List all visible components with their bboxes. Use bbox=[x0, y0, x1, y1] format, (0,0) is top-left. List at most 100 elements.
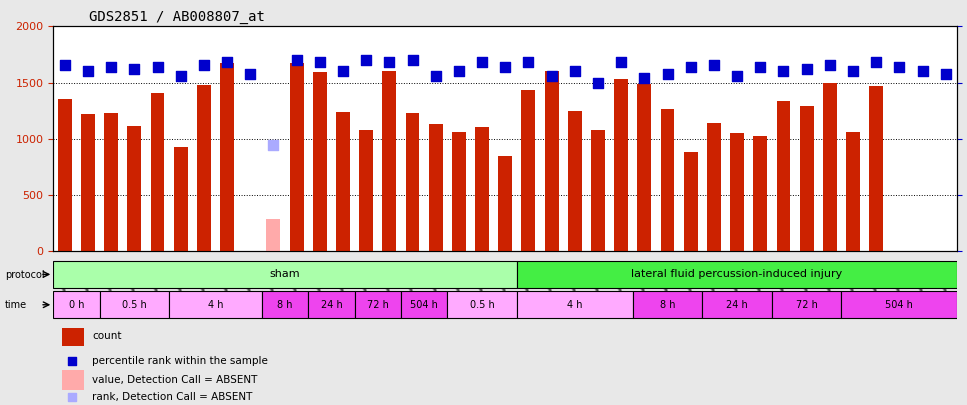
Bar bbox=[846, 132, 860, 251]
Text: 72 h: 72 h bbox=[796, 300, 817, 310]
Bar bbox=[521, 90, 536, 251]
Point bbox=[822, 61, 837, 68]
Bar bbox=[614, 79, 629, 251]
Text: 0.5 h: 0.5 h bbox=[122, 300, 147, 310]
Bar bbox=[267, 219, 280, 251]
Bar bbox=[313, 72, 327, 251]
Bar bbox=[58, 99, 72, 251]
Point bbox=[312, 59, 328, 66]
Point bbox=[103, 64, 119, 70]
Point bbox=[520, 59, 536, 66]
Bar bbox=[730, 133, 744, 251]
Bar bbox=[869, 86, 883, 251]
Point bbox=[452, 68, 467, 75]
Point bbox=[729, 72, 745, 79]
Bar bbox=[104, 113, 118, 251]
Point bbox=[498, 64, 513, 70]
Bar bbox=[684, 152, 697, 251]
Point bbox=[127, 66, 142, 72]
Point bbox=[938, 70, 953, 77]
Bar bbox=[405, 113, 420, 251]
FancyBboxPatch shape bbox=[772, 291, 841, 318]
FancyBboxPatch shape bbox=[355, 291, 401, 318]
FancyBboxPatch shape bbox=[262, 291, 308, 318]
Point bbox=[243, 70, 258, 77]
Bar bbox=[823, 83, 836, 251]
FancyBboxPatch shape bbox=[401, 291, 448, 318]
Bar bbox=[707, 123, 720, 251]
Text: 4 h: 4 h bbox=[208, 300, 223, 310]
Text: 4 h: 4 h bbox=[567, 300, 582, 310]
Point bbox=[776, 68, 791, 75]
Bar bbox=[452, 132, 466, 251]
Text: 504 h: 504 h bbox=[886, 300, 913, 310]
Bar bbox=[498, 156, 513, 251]
Point bbox=[655, 293, 670, 300]
Point bbox=[752, 64, 768, 70]
Bar bbox=[475, 128, 489, 251]
Text: 24 h: 24 h bbox=[726, 300, 747, 310]
FancyBboxPatch shape bbox=[448, 291, 516, 318]
Text: 72 h: 72 h bbox=[366, 300, 389, 310]
Text: 8 h: 8 h bbox=[659, 300, 675, 310]
FancyBboxPatch shape bbox=[841, 291, 957, 318]
FancyBboxPatch shape bbox=[516, 291, 632, 318]
Point bbox=[915, 68, 930, 75]
Point bbox=[799, 66, 814, 72]
Point bbox=[382, 59, 397, 66]
Point bbox=[289, 57, 305, 63]
Point bbox=[683, 64, 698, 70]
Point bbox=[359, 57, 374, 63]
Text: 8 h: 8 h bbox=[278, 300, 293, 310]
Bar bbox=[660, 109, 675, 251]
FancyBboxPatch shape bbox=[169, 291, 262, 318]
FancyBboxPatch shape bbox=[100, 291, 169, 318]
FancyBboxPatch shape bbox=[53, 261, 516, 288]
Text: rank, Detection Call = ABSENT: rank, Detection Call = ABSENT bbox=[93, 392, 252, 402]
Text: count: count bbox=[93, 331, 122, 341]
Text: time: time bbox=[5, 300, 27, 309]
Point bbox=[196, 61, 212, 68]
Point bbox=[636, 75, 652, 81]
Text: value, Detection Call = ABSENT: value, Detection Call = ABSENT bbox=[93, 375, 258, 385]
Point bbox=[845, 68, 861, 75]
Bar bbox=[800, 106, 813, 251]
Text: sham: sham bbox=[270, 269, 301, 279]
Bar bbox=[544, 71, 559, 251]
Bar bbox=[81, 114, 95, 251]
Text: 0 h: 0 h bbox=[69, 300, 84, 310]
Bar bbox=[220, 64, 234, 251]
Point bbox=[590, 79, 605, 86]
Point bbox=[336, 68, 351, 75]
Point bbox=[659, 70, 675, 77]
Bar bbox=[336, 112, 350, 251]
Point bbox=[475, 59, 490, 66]
Point bbox=[266, 142, 281, 149]
Text: 0.5 h: 0.5 h bbox=[470, 300, 494, 310]
Text: lateral fluid percussion-induced injury: lateral fluid percussion-induced injury bbox=[631, 269, 842, 279]
Bar bbox=[637, 84, 652, 251]
Text: percentile rank within the sample: percentile rank within the sample bbox=[93, 356, 268, 366]
Bar bbox=[359, 130, 373, 251]
Point bbox=[567, 68, 582, 75]
Bar bbox=[62, 326, 84, 346]
Point bbox=[892, 64, 907, 70]
Bar bbox=[174, 147, 188, 251]
Bar bbox=[197, 85, 211, 251]
Text: protocol: protocol bbox=[5, 271, 44, 280]
Bar bbox=[428, 124, 443, 251]
Text: GDS2851 / AB008807_at: GDS2851 / AB008807_at bbox=[89, 10, 265, 24]
Point bbox=[173, 72, 189, 79]
Point bbox=[868, 59, 884, 66]
Bar bbox=[151, 93, 164, 251]
Point bbox=[150, 64, 165, 70]
Bar bbox=[290, 64, 304, 251]
Bar bbox=[777, 100, 790, 251]
Point bbox=[543, 72, 559, 79]
FancyBboxPatch shape bbox=[632, 291, 702, 318]
Bar bbox=[128, 126, 141, 251]
Bar bbox=[62, 370, 84, 390]
Point bbox=[706, 61, 721, 68]
Bar bbox=[382, 71, 396, 251]
Text: 504 h: 504 h bbox=[410, 300, 438, 310]
